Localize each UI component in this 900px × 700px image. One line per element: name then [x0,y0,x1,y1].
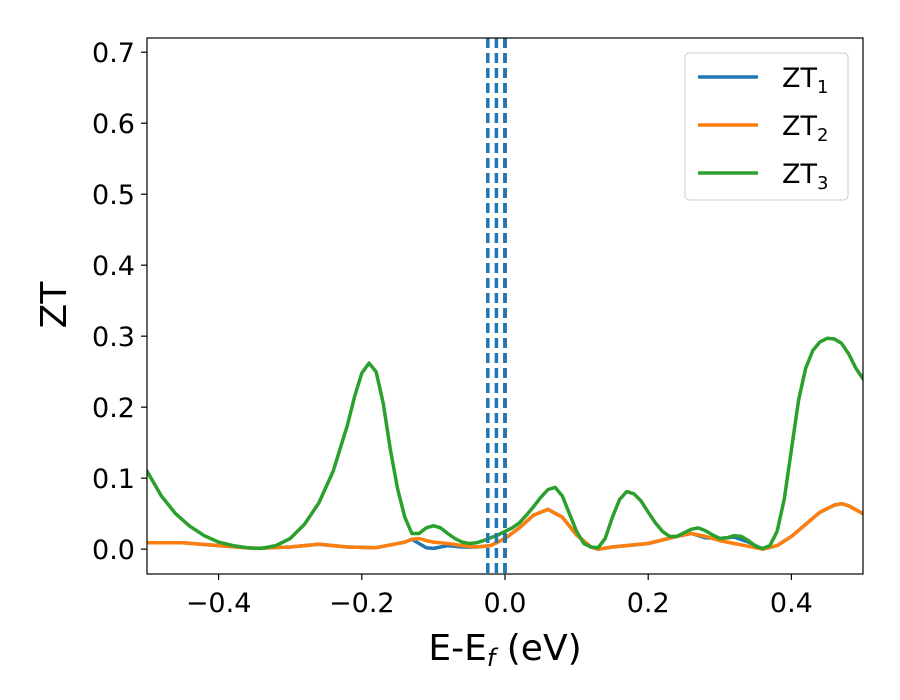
x-tick-label: 0.4 [770,588,813,619]
y-tick-label: 0.0 [92,535,135,566]
series-layer [147,336,863,551]
y-tick-label: 0.2 [92,393,135,424]
y-tick-label: 0.3 [92,322,135,353]
series-line-2 [147,501,863,551]
y-tick-label: 0.4 [92,251,135,282]
series-line-3 [147,336,863,551]
x-tick-label: −0.2 [329,588,395,619]
legend-box [684,52,849,201]
y-tick-label: 0.5 [92,180,135,211]
x-tick-label: −0.4 [186,588,252,619]
legend-label-1: ZT1 [782,63,828,98]
y-tick-label: 0.1 [92,464,135,495]
legend-label-3: ZT3 [782,159,828,194]
legend-label-2: ZT2 [782,111,828,146]
y-axis: 0.0 0.1 0.2 0.3 0.4 0.5 0.6 0.7 [92,38,147,566]
y-tick-label: 0.6 [92,109,135,140]
y-axis-title: ZT [34,281,75,329]
x-axis-title: E-Ef (eV) [428,628,581,672]
y-tick-label: 0.7 [92,38,135,69]
x-axis: −0.4 −0.2 0.0 0.2 0.4 [186,574,813,619]
x-tick-label: 0.0 [484,588,527,619]
vline-layer [486,38,507,574]
legend: ZT1 ZT2 ZT3 [684,52,849,201]
x-tick-label: 0.2 [627,588,670,619]
